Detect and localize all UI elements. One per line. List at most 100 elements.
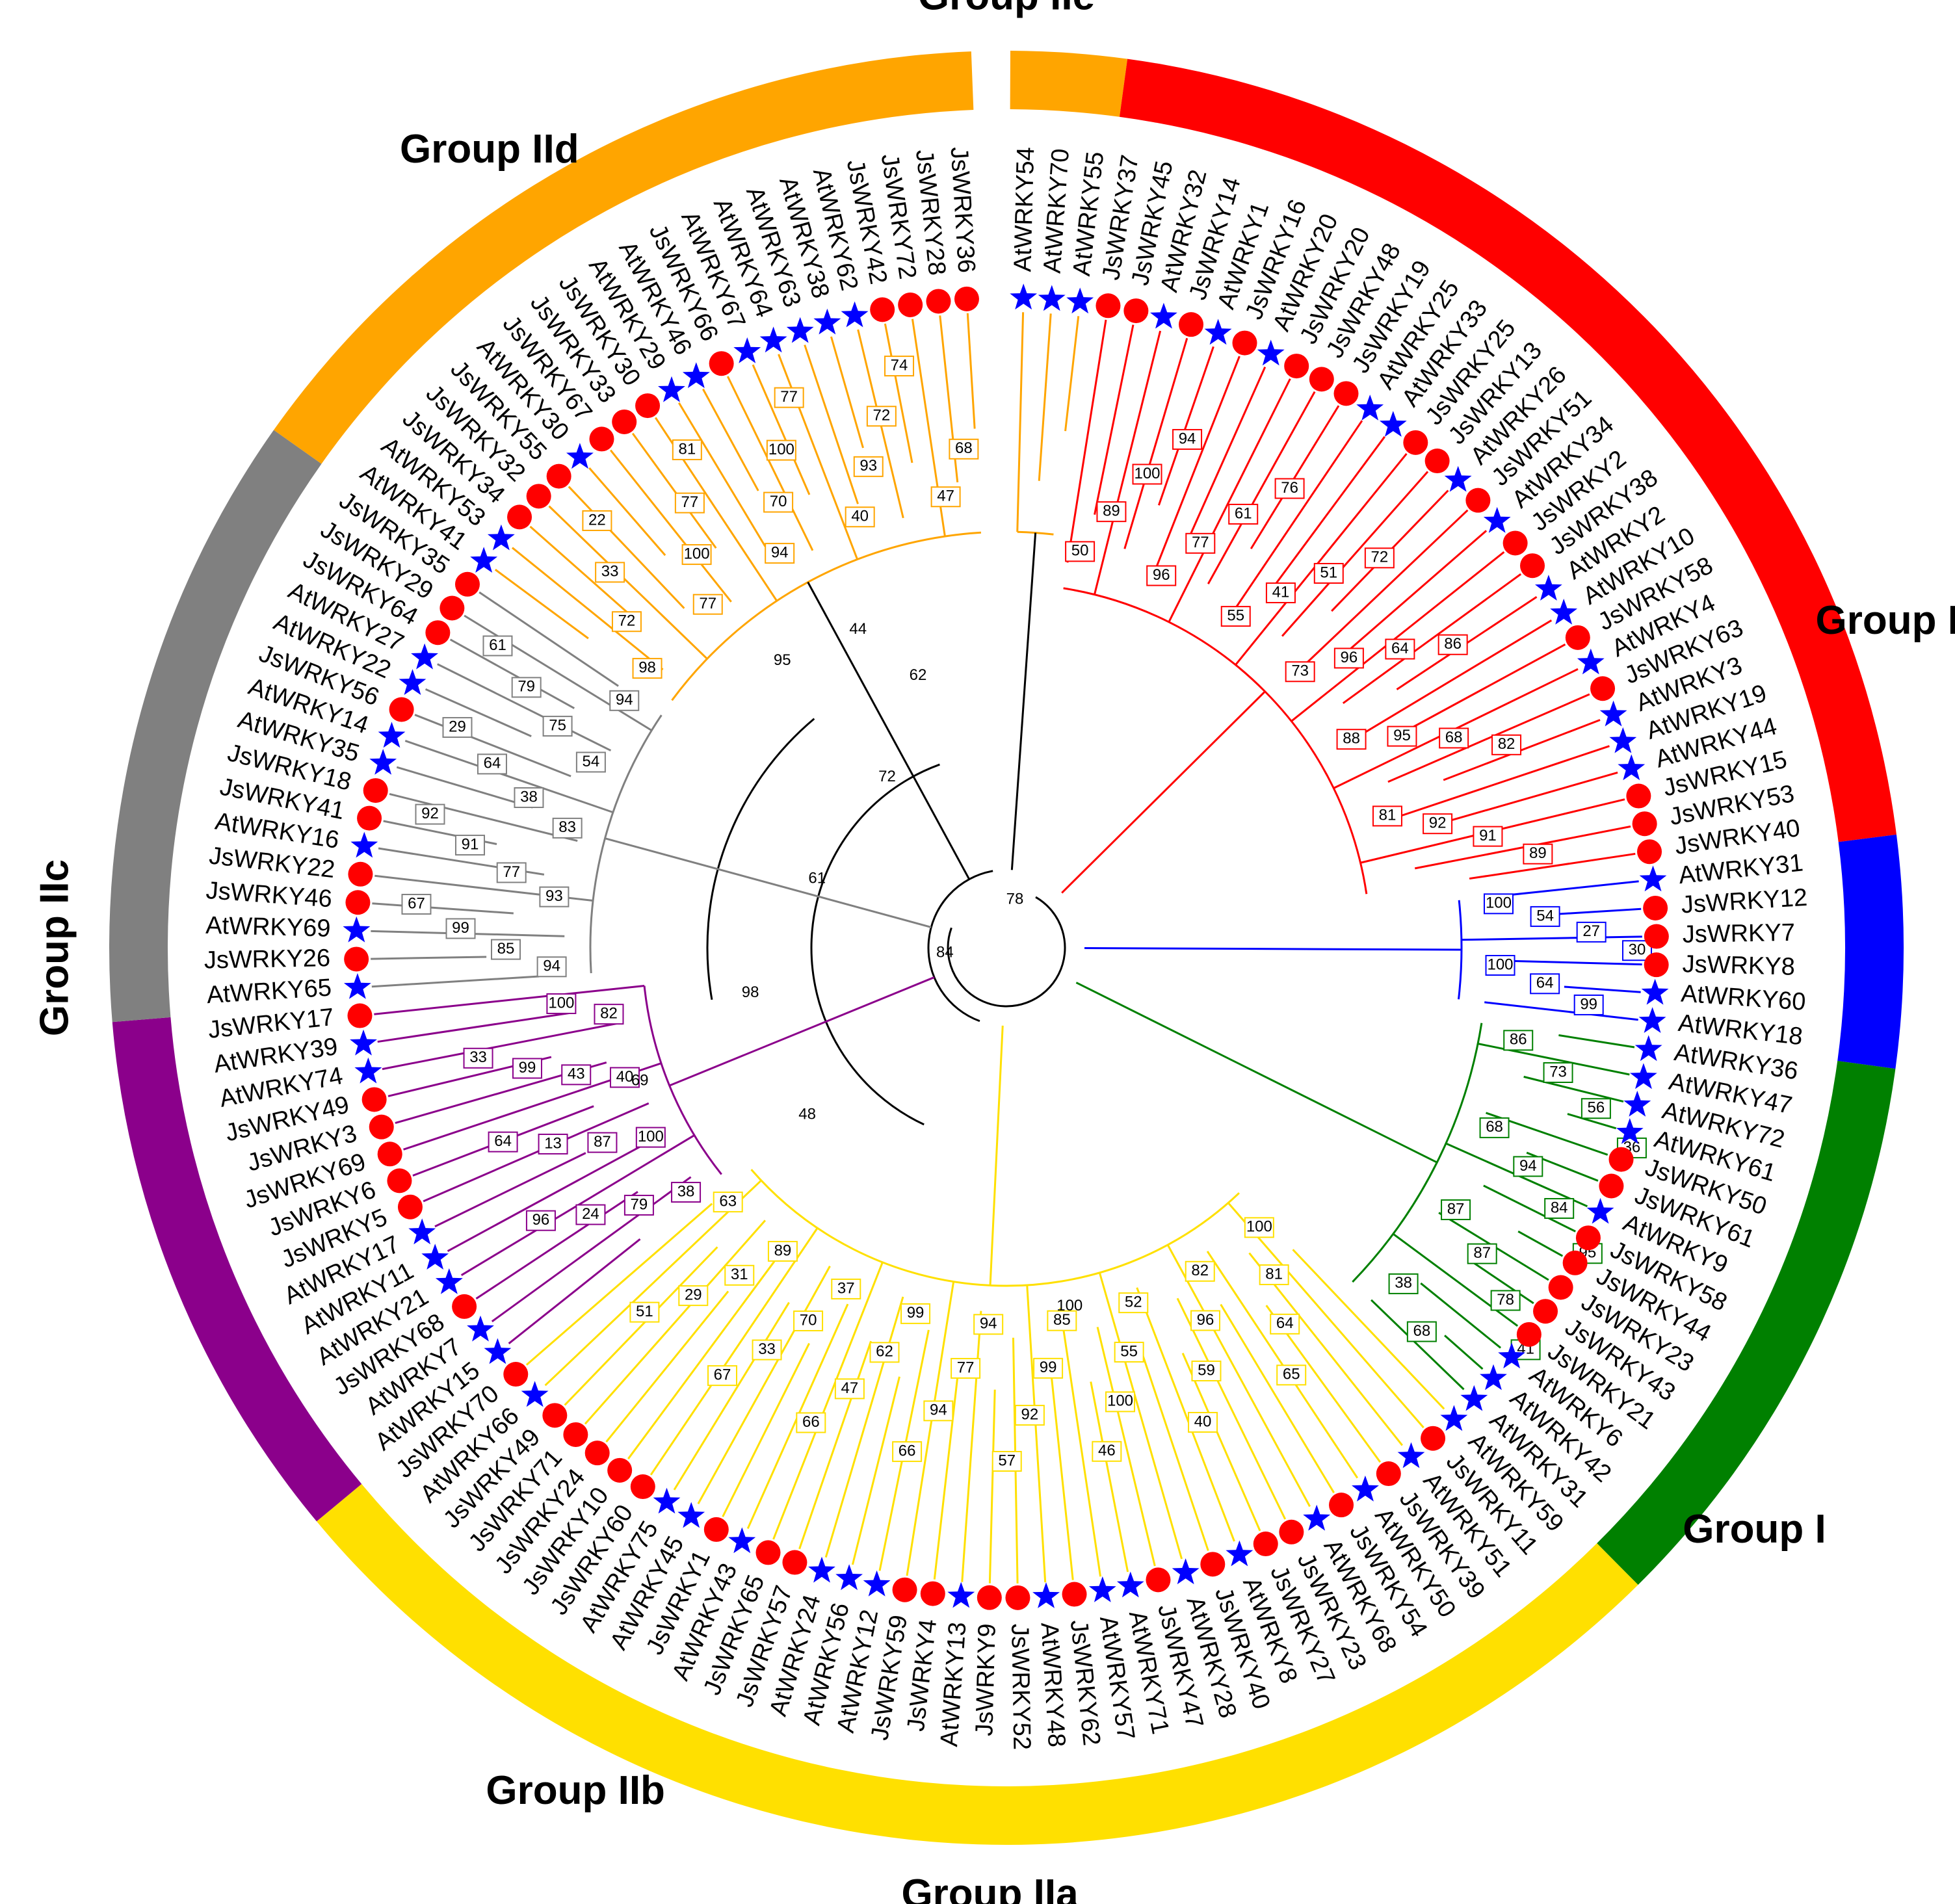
bootstrap-text: 87 [1447,1200,1465,1218]
bootstrap-text: 47 [841,1379,859,1397]
bootstrap-box [1576,921,1607,943]
js-species-circle-marker [1062,1582,1087,1607]
bootstrap-text: 100 [1246,1218,1272,1236]
js-species-circle-marker [1096,293,1121,319]
bootstrap-box [1228,503,1259,525]
branch-terminal [726,376,814,551]
bootstrap-value: 88 [1336,729,1367,750]
group-labels: Group IIe Group III Group I Group IIa Group … [32,0,1955,1904]
branch-terminal [752,364,811,495]
at-species-star-marker [566,443,594,469]
branch-terminal [372,902,514,915]
bootstrap-value: 54 [575,751,606,773]
bootstrap-value: 100 [1483,893,1514,915]
js-species-circle-marker [348,861,373,887]
js-species-circle-marker [1637,839,1662,865]
bootstrap-text: 62 [876,1343,893,1361]
branch-terminal [1098,1272,1183,1559]
branch-terminal [1206,1251,1359,1479]
bootstrap-box [1573,994,1604,1015]
branch-terminal [1342,573,1522,705]
bootstrap-value: 47 [834,1378,865,1400]
bootstrap-value: 99 [512,1058,542,1079]
branch-terminal [1059,1307,1102,1577]
branch-terminal [1564,985,1641,993]
at-species-star-marker [1460,1385,1488,1411]
at-species-star-marker [1480,1364,1507,1390]
branch-terminal [447,1145,642,1252]
at-species-star-marker [1379,411,1407,437]
bootstrap-value: 99 [1033,1357,1064,1379]
js-species-circle-marker [607,1457,633,1483]
bootstrap-box [1092,1441,1122,1462]
branch-terminal [702,388,759,491]
at-species-star-marker [1066,287,1094,314]
bootstrap-text: 89 [1103,502,1120,519]
bootstrap-box [692,593,723,615]
bootstrap-box [831,1278,861,1299]
bootstrap-box [445,918,476,939]
bootstrap-box [1467,1243,1497,1264]
bootstrap-value: 77 [674,492,705,514]
bootstrap-value: 51 [629,1301,660,1323]
branch-terminal [1431,771,1618,828]
bootstrap-value: 65 [1276,1364,1307,1386]
branch-terminal [1137,1342,1209,1551]
bootstrap-text: 75 [549,716,566,734]
branch-terminal [678,402,767,547]
bootstrap-box [774,387,804,408]
bootstrap-box [1544,1197,1575,1219]
bootstrap-box [552,817,583,839]
backbone-arc [810,763,940,1126]
at-species-star-marker [467,1315,494,1342]
bootstrap-box [1437,634,1468,655]
bootstrap-value: 92 [1014,1405,1045,1426]
branch-terminal [1469,852,1636,880]
branch-terminal [627,1260,776,1460]
bootstrap-box [454,835,485,856]
js-species-circle-marker [1502,530,1528,556]
bootstrap-box [1441,1199,1471,1221]
bootstrap-text: 55 [1120,1342,1138,1360]
at-species-star-marker [470,547,498,573]
bootstrap-value: 91 [454,835,485,856]
branch-terminal [389,792,578,842]
js-species-circle-marker [1465,488,1491,513]
bootstrap-text: 98 [638,659,656,676]
bootstrap-box [511,677,542,698]
bootstrap-box [1114,1342,1144,1363]
bootstrap-value: 64 [488,1131,518,1153]
bootstrap-text: 94 [771,543,789,561]
bootstrap-text: 81 [678,440,696,458]
bootstrap-value: 41 [1265,582,1296,604]
at-species-star-marker [841,301,869,328]
branch-terminal [584,1219,767,1425]
bootstrap-text: 68 [955,439,973,457]
js-species-circle-marker [1421,1426,1446,1451]
branch-terminal [1517,1231,1564,1257]
bootstrap-text: 89 [774,1242,792,1259]
bootstrap-value: 22 [582,510,612,531]
bootstrap-box [1172,428,1203,450]
branch-terminal [884,323,913,463]
branch-terminal [772,1262,884,1540]
bootstrap-text: 29 [449,718,466,735]
bootstrap-value: 66 [892,1441,923,1463]
bootstrap-value: 100 [635,1127,666,1148]
bootstrap-value: 84 [1544,1197,1575,1219]
bootstrap-box [635,1127,666,1148]
bootstrap-value: 81 [1259,1264,1289,1286]
bootstrap-text: 64 [484,755,501,772]
branch-terminal [830,336,864,449]
bootstrap-text: 100 [1107,1392,1133,1410]
js-species-circle-marker [1548,1275,1573,1300]
bootstrap-text: 33 [758,1340,776,1358]
branch-terminal [1394,644,1566,738]
js-species-circle-marker [1644,952,1669,978]
branch-terminal [404,740,614,814]
bootstrap-value: 68 [1439,727,1469,749]
bootstrap-box [853,456,884,477]
branch-terminal [1136,1287,1235,1542]
backbone-arc [927,870,993,1023]
bootstrap-box [869,1342,900,1363]
